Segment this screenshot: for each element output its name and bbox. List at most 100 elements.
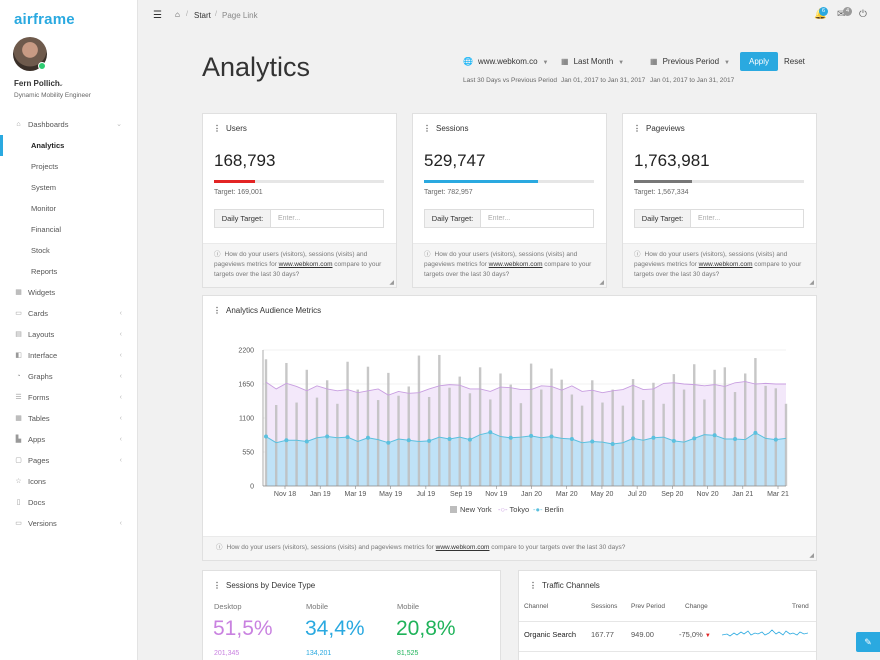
point-berlin — [569, 437, 574, 442]
footer-link[interactable]: www.webkom.com — [435, 544, 490, 551]
resize-icon[interactable]: ◢ — [809, 280, 814, 286]
calendar-icon: ▦ — [561, 57, 569, 66]
menu-icon[interactable]: ☰ — [153, 10, 162, 21]
column-header-change[interactable]: Change — [685, 603, 708, 610]
sidebar-item-label: Graphs — [28, 372, 53, 381]
more-icon[interactable]: ⋮ — [213, 581, 221, 590]
daily-target-input[interactable] — [692, 210, 802, 227]
bar-new-york — [560, 379, 563, 486]
sidebar-item-analytics[interactable]: Analytics — [0, 135, 138, 156]
sidebar-item-dashboards[interactable]: ⌂ Dashboards ⌄ — [0, 114, 138, 135]
sidebar-item-forms[interactable]: ☰ Forms ‹ — [0, 387, 138, 408]
sidebar-item-apps[interactable]: ▙ Apps ‹ — [0, 429, 138, 450]
reset-button[interactable]: Reset — [784, 57, 805, 66]
sidebar-item-stock[interactable]: Stock — [0, 240, 138, 261]
brand-logo[interactable]: airframe — [14, 11, 75, 28]
sidebar-item-projects[interactable]: Projects — [0, 156, 138, 177]
layouts-icon: ▤ — [15, 331, 22, 338]
change-value: -75,0% — [679, 630, 703, 639]
widgets-icon: ▦ — [15, 289, 22, 296]
sidebar-item-reports[interactable]: Reports — [0, 261, 138, 282]
point-berlin — [631, 436, 636, 441]
table-cell-change: -75,0% ▼ — [679, 630, 711, 639]
device-value-mobile-2: 20,8% — [396, 617, 456, 640]
bar-new-york — [642, 400, 645, 486]
site-filter[interactable]: 🌐 www.webkom.co ▼ — [463, 57, 549, 66]
more-icon[interactable]: ⋮ — [213, 306, 221, 315]
envelope-icon[interactable]: ✉ — [837, 9, 846, 20]
pages-icon: ▢ — [15, 457, 22, 464]
sidebar-item-cards[interactable]: ▭ Cards ‹ — [0, 303, 138, 324]
legend-berlin[interactable]: -●- Berlin — [533, 505, 564, 514]
footer-link[interactable]: www.webkom.com — [698, 261, 753, 268]
sidebar-item-docs[interactable]: ▯ Docs — [0, 492, 138, 513]
legend-tokyo[interactable]: -○- Tokyo — [498, 505, 529, 514]
sidebar-item-tables[interactable]: ▦ Tables ‹ — [0, 408, 138, 429]
chevron-down-icon[interactable]: ⌄ — [58, 81, 64, 88]
sidebar-item-system[interactable]: System — [0, 177, 138, 198]
x-tick-label: Nov 18 — [274, 491, 296, 498]
edit-icon[interactable]: ✎ — [856, 632, 880, 652]
more-icon[interactable]: ⋮ — [529, 581, 537, 590]
more-icon[interactable]: ⋮ — [633, 124, 641, 133]
y-tick-label: 0 — [250, 484, 254, 491]
more-icon[interactable]: ⋮ — [423, 124, 431, 133]
x-tick-label: Mar 20 — [556, 491, 578, 498]
footer-link[interactable]: www.webkom.com — [278, 261, 333, 268]
card-title: ⋮ Analytics Audience Metrics — [213, 306, 321, 315]
chevron-left-icon: ‹ — [119, 352, 122, 359]
sidebar-item-widgets[interactable]: ▦ Widgets — [0, 282, 138, 303]
sidebar-item-label: Widgets — [28, 288, 56, 297]
column-header-sessions[interactable]: Sessions — [591, 603, 618, 610]
daily-target-input[interactable] — [272, 210, 382, 227]
bar-new-york — [285, 362, 288, 486]
sidebar-item-graphs[interactable]: ◔ Graphs ‹ — [0, 366, 138, 387]
metric-value: 1,763,981 — [634, 151, 710, 170]
x-tick-label: Mar 21 — [767, 491, 789, 498]
period-filter[interactable]: ▦ Last Month ▼ — [561, 57, 624, 66]
x-tick-label: Nov 19 — [485, 491, 507, 498]
apply-button[interactable]: Apply — [740, 52, 778, 71]
daily-target-input[interactable] — [482, 210, 592, 227]
sidebar-item-versions[interactable]: ▭ Versions ‹ — [0, 513, 138, 534]
bar-new-york — [764, 385, 767, 486]
sidebar-item-financial[interactable]: Financial — [0, 219, 138, 240]
column-header-trend[interactable]: Trend — [792, 603, 809, 610]
compare-filter[interactable]: ▦ Previous Period ▼ — [650, 57, 730, 66]
period-filter-value: Last Month — [573, 57, 614, 66]
chevron-left-icon: ‹ — [119, 436, 122, 443]
point-berlin — [753, 430, 758, 435]
legend-label: Berlin — [544, 505, 564, 514]
resize-icon[interactable]: ◢ — [599, 280, 604, 286]
sidebar-item-interface[interactable]: ◧ Interface ‹ — [0, 345, 138, 366]
table-divider — [519, 651, 816, 652]
bar-new-york — [336, 403, 339, 486]
card-title-text: Sessions by Device Type — [226, 581, 316, 590]
home-icon[interactable]: ⌂ — [175, 10, 180, 19]
target-text: Target: 1,567,334 — [634, 189, 689, 196]
legend-label: New York — [460, 505, 492, 514]
column-header-prev-period[interactable]: Prev Period — [631, 603, 665, 610]
footer-note-text: How do your users (visitors), sessions (… — [214, 251, 368, 268]
breadcrumb-separator: / — [186, 11, 188, 18]
resize-icon[interactable]: ◢ — [809, 553, 814, 559]
more-icon[interactable]: ⋮ — [213, 124, 221, 133]
online-status-dot — [38, 62, 46, 70]
bar-new-york — [784, 403, 788, 486]
breadcrumb-start[interactable]: Start — [194, 11, 211, 20]
sidebar-item-icons[interactable]: ☆ Icons — [0, 471, 138, 492]
column-header-channel[interactable]: Channel — [524, 603, 549, 610]
legend-new-york[interactable]: New York — [450, 505, 492, 514]
user-name[interactable]: Fern Pollich — [14, 79, 60, 88]
sidebar-item-pages[interactable]: ▢ Pages ‹ — [0, 450, 138, 471]
sidebar-item-layouts[interactable]: ▤ Layouts ‹ — [0, 324, 138, 345]
info-icon: ⓘ — [634, 251, 641, 258]
bar-new-york — [387, 372, 390, 486]
point-berlin — [284, 438, 289, 443]
resize-icon[interactable]: ◢ — [389, 280, 394, 286]
range-current: Jan 01, 2017 to Jan 31, 2017 — [561, 77, 646, 84]
footer-link[interactable]: www.webkom.com — [488, 261, 543, 268]
sidebar-item-monitor[interactable]: Monitor — [0, 198, 138, 219]
power-icon[interactable]: ⏻ — [859, 9, 867, 20]
notifications-badge: 6 — [819, 7, 828, 16]
